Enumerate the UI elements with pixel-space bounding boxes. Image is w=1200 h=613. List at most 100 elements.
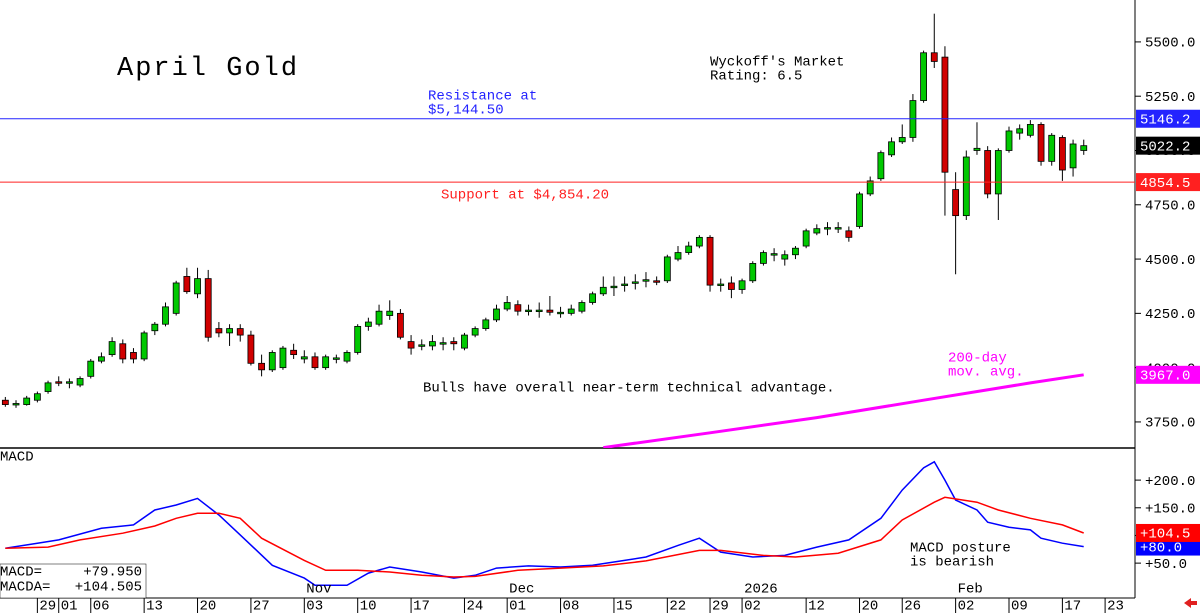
y-tick-label: 3750.0 (1145, 416, 1195, 432)
candle-body (503, 302, 511, 310)
candle-body (429, 341, 436, 347)
candle-body (717, 283, 725, 286)
candle-body (941, 56, 949, 173)
x-tick-label: 13 (146, 599, 163, 613)
candle-body (824, 227, 831, 230)
value-box-label: +80.0 (1140, 540, 1182, 556)
candle-body (738, 280, 746, 290)
y-tick-label: 4250.0 (1145, 307, 1195, 323)
candle-body (546, 309, 554, 313)
candle-body (1, 399, 9, 405)
candle-body (354, 325, 362, 353)
candle-body (984, 150, 992, 195)
candle-body (226, 328, 233, 334)
scroll-arrow[interactable] (1184, 598, 1197, 608)
x-tick-label: 01 (509, 599, 526, 613)
candle-body (162, 306, 169, 325)
candle-body (920, 52, 927, 101)
candle-body (952, 189, 960, 217)
candle-body (87, 360, 95, 377)
value-box-label: 4854.5 (1140, 176, 1190, 192)
value-box (1136, 109, 1200, 128)
candle-body (418, 344, 426, 347)
annotation: $5,144.50 (428, 103, 504, 119)
candle-body (663, 256, 671, 282)
candle-body (834, 227, 842, 230)
y-tick-label: 5500.0 (1145, 36, 1195, 52)
candle-body (471, 328, 479, 336)
candle-body (770, 253, 778, 256)
candle-body (140, 332, 148, 360)
candle-body (482, 319, 490, 329)
x-tick-label: 20 (862, 599, 879, 613)
candle-body (866, 180, 874, 195)
candle-body (44, 382, 52, 392)
value-box-label: 3967.0 (1140, 369, 1190, 385)
candle-body (802, 230, 810, 247)
value-box (1136, 136, 1200, 155)
candle-body (813, 228, 821, 234)
candle-body (781, 254, 789, 260)
candle-body (1005, 130, 1013, 151)
candle-body (727, 282, 735, 290)
candle-body (845, 230, 853, 238)
value-box-label: +104.5 (1140, 527, 1190, 543)
candle-body (290, 349, 298, 356)
readout-value: +79.950 (83, 565, 142, 581)
annotation: Resistance at (428, 89, 537, 105)
annotation: Bulls have overall near-term technical a… (423, 381, 835, 397)
candle-body (183, 276, 191, 293)
y-tick-label: +50.0 (1145, 557, 1187, 573)
readout-box (0, 563, 147, 599)
candle-body (76, 378, 84, 386)
month-label: 2026 (744, 582, 778, 598)
candle-body (130, 352, 137, 360)
candle-body (450, 341, 458, 345)
month-label: Nov (306, 582, 331, 598)
candle-body (749, 263, 757, 282)
candle-body (930, 52, 938, 62)
candle-body (375, 310, 383, 325)
x-tick-label: 02 (958, 599, 975, 613)
line (603, 373, 1084, 448)
panel-title: MACD (0, 450, 34, 466)
candle-body (557, 311, 564, 315)
candle-body (204, 278, 212, 338)
x-tick-label: 22 (669, 599, 686, 613)
candle-body (343, 352, 351, 362)
candle-body (674, 252, 682, 260)
candle-body (994, 150, 1002, 195)
candle-body (653, 280, 661, 283)
y-tick-label: +150.0 (1145, 501, 1195, 517)
candles (1, 13, 1088, 448)
candle-body (247, 334, 255, 364)
candle-body (55, 381, 63, 384)
x-tick-label: 29 (712, 599, 729, 613)
readout-name: MACD= (0, 565, 42, 581)
chart-title: April Gold (117, 54, 299, 84)
candle-body (1016, 128, 1024, 134)
candle-body (332, 357, 340, 360)
x-tick-label: 12 (808, 599, 825, 613)
candle-body (856, 193, 863, 227)
annotation: mov. avg. (948, 365, 1024, 381)
candle-body (642, 279, 650, 282)
candle-body (108, 341, 116, 356)
candle-body (407, 341, 415, 349)
candle-body (215, 328, 223, 334)
candle-body (236, 328, 244, 336)
line (5, 460, 1084, 587)
x-tick-label: 09 (1011, 599, 1028, 613)
lines (5, 460, 1084, 587)
candle-body (258, 362, 265, 371)
candle-body (610, 285, 618, 289)
x-tick-label: 06 (93, 599, 110, 613)
candle-body (493, 308, 500, 321)
value-box-label: 5146.2 (1140, 112, 1190, 128)
candle-body (322, 356, 330, 369)
annotation: Support at $4,854.20 (441, 188, 609, 204)
candle-body (1058, 137, 1066, 171)
month-label: Feb (958, 582, 983, 598)
